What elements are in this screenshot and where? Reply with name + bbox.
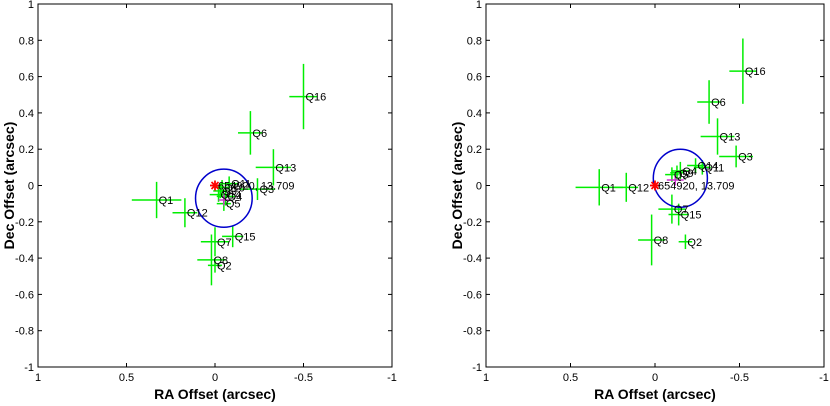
y-tick-label: 0.4 [467, 108, 482, 120]
target-marker [650, 180, 660, 191]
x-tick-label: 0 [212, 372, 218, 384]
point-label: Q9 [679, 168, 694, 180]
y-tick-label: 0 [476, 181, 482, 193]
point-label: Q11 [231, 179, 251, 191]
y-tick-label: 1 [28, 0, 34, 11]
y-tick-label: -0.4 [15, 253, 34, 265]
point-label: Q15 [681, 210, 702, 222]
y-tick-label: -0.2 [15, 217, 34, 229]
point-label: Q7 [674, 204, 689, 216]
x-tick-label: -1 [819, 372, 829, 384]
target-marker-stroke [650, 181, 660, 190]
point-label: Q7 [217, 237, 232, 249]
y-tick-label: 0 [28, 181, 34, 193]
point-label: Q16 [306, 92, 327, 104]
point-label: Q1 [159, 195, 174, 207]
point-label: Q2 [687, 237, 702, 249]
point-label: Q2 [217, 260, 232, 272]
point-label: Q10 [224, 182, 245, 194]
y-tick-label: -0.6 [463, 289, 482, 301]
x-tick-label: -0.5 [294, 372, 313, 384]
point-label: Q13 [720, 131, 741, 143]
point-label: Q4 [228, 191, 243, 203]
x-tick-label: 0 [652, 372, 658, 384]
point-label: Q9 [222, 186, 237, 198]
point-label: Q8 [213, 255, 228, 267]
chart-panel-left: Q1 Q2 Q3 Q4 Q6 Q7 Q8 Q11 Q12 Q13 Q14 Q15 Q16 Q5Q9Q106… [1, 0, 397, 402]
point-label: Q5 [674, 170, 689, 182]
y-tick-label: -0.4 [463, 253, 482, 265]
uncertainty-circle [652, 148, 709, 209]
point-label: Q6 [711, 97, 726, 109]
x-tick-label: 0.5 [119, 372, 134, 384]
point-label: Q13 [275, 162, 296, 174]
target-marker [210, 180, 220, 191]
y-tick-label: 0.6 [19, 72, 34, 84]
point-label: Q12 [628, 182, 649, 194]
y-tick-label: -0.8 [463, 326, 482, 338]
x-axis-label: RA Offset (arcsec) [594, 386, 716, 402]
point-label: Q4 [682, 166, 697, 178]
target-marker-stroke [210, 181, 220, 190]
y-tick-label: 0.2 [467, 144, 482, 156]
y-tick-label: -0.2 [463, 217, 482, 229]
y-tick-label: -1 [24, 362, 34, 374]
y-tick-label: 0.6 [467, 72, 482, 84]
point-label: Q14 [698, 161, 719, 173]
point-label: Q3 [259, 184, 274, 196]
x-tick-label: 1 [483, 372, 489, 384]
point-label: Q1 [601, 182, 616, 194]
y-tick-label: 0.8 [467, 35, 482, 47]
x-tick-label: 1 [35, 372, 41, 384]
x-tick-label: -1 [387, 372, 397, 384]
point-label: Q6 [252, 128, 267, 140]
point-label: Q14 [221, 190, 242, 202]
point-label: Q8 [654, 235, 669, 247]
y-tick-label: -1 [472, 362, 482, 374]
y-tick-label: 0.8 [19, 35, 34, 47]
y-tick-label: 1 [476, 0, 482, 11]
x-axis-label: RA Offset (arcsec) [154, 386, 276, 402]
target-label: 654920, 13.709 [658, 181, 734, 193]
y-axis-label: Dec Offset (arcsec) [449, 122, 465, 250]
point-label: Q5 [226, 199, 241, 211]
x-tick-label: -0.5 [730, 372, 749, 384]
point-label: Q16 [745, 66, 766, 78]
y-tick-label: 0.4 [19, 108, 34, 120]
target-label: 654920, 13.709 [218, 181, 294, 193]
point-label: Q12 [187, 208, 208, 220]
x-tick-label: 0.5 [563, 372, 578, 384]
point-label: Q11 [704, 162, 724, 174]
y-tick-label: 0.2 [19, 144, 34, 156]
point-label: Q3 [738, 151, 753, 163]
y-tick-label: -0.8 [15, 326, 34, 338]
point-label: Q15 [235, 231, 256, 243]
y-axis-label: Dec Offset (arcsec) [1, 122, 17, 250]
uncertainty-circle [194, 168, 253, 228]
y-tick-label: -0.6 [15, 289, 34, 301]
